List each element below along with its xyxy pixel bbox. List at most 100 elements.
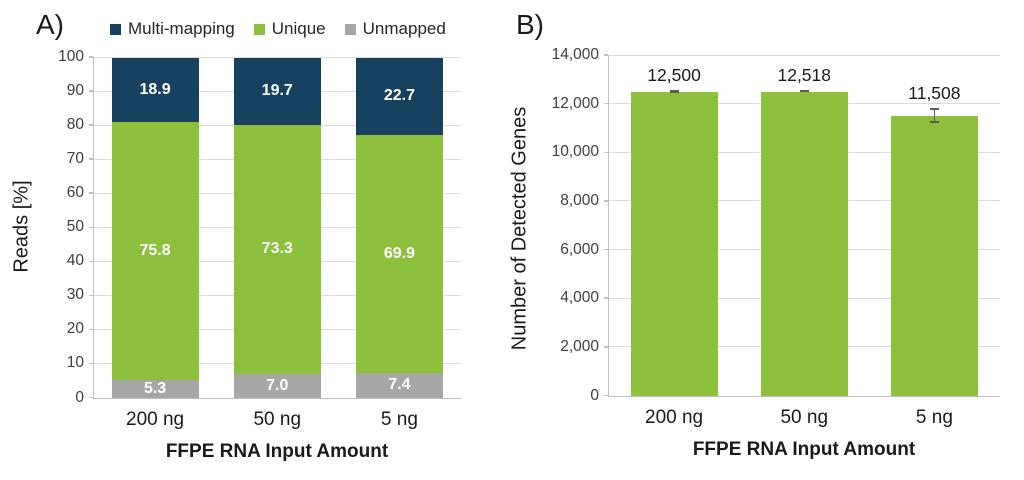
y-tick-label: 10,000: [551, 143, 599, 161]
error-bar-cap-top: [799, 89, 809, 92]
y-tick-label: 50: [66, 218, 84, 236]
y-tick-label: 70: [66, 150, 84, 168]
y-tick: [604, 394, 608, 397]
y-tick-label: 40: [66, 252, 84, 270]
y-tick-label: 80: [66, 116, 84, 134]
y-tick: [89, 362, 93, 365]
y-tick-label: 4,000: [560, 289, 599, 307]
x-tick-label: 200 ng: [126, 408, 185, 430]
panel-b: B) Number of Detected Genes 0 2,000 4,000 6…: [500, 0, 1024, 480]
x-tick-label: 50 ng: [780, 406, 829, 428]
bar-segment-multi-mapping: 18.9: [111, 57, 199, 122]
legend-label: Unmapped: [362, 19, 446, 38]
error-bar-cap-top: [669, 90, 679, 92]
bar-segment-label: 69.9: [383, 244, 415, 262]
x-tick-label: 50 ng: [253, 408, 302, 430]
legend-swatch-icon: [253, 23, 265, 35]
x-axis-title-b: FFPE RNA Input Amount: [692, 439, 916, 460]
y-tick: [604, 54, 608, 56]
y-tick-label: 8,000: [560, 191, 599, 209]
y-tick-label: 100: [58, 48, 84, 65]
legend-item-unmapped: Unmapped: [344, 19, 446, 39]
x-axis-title-a: FFPE RNA Input Amount: [165, 441, 389, 462]
y-tick: [604, 102, 608, 105]
bar-segment-label: 5.3: [143, 379, 167, 397]
bar-segment-label: 75.8: [139, 241, 171, 259]
y-tick-label: 14,000: [551, 46, 599, 63]
y-tick-label: 20: [66, 320, 84, 338]
panel-b-label: B): [516, 9, 544, 40]
y-tick: [89, 90, 93, 92]
bar-detected-genes: [760, 91, 848, 396]
error-bar: [669, 90, 679, 93]
error-bar-cap-bottom: [929, 121, 939, 123]
y-tick-label: 6,000: [560, 240, 599, 258]
error-bar-line: [933, 108, 936, 123]
y-tick: [604, 346, 608, 348]
error-bar-cap-top: [929, 108, 939, 110]
bar-segment-label: 7.4: [388, 376, 411, 394]
y-tick: [89, 226, 93, 228]
gridline: [609, 54, 1000, 56]
legend-label: Unique: [271, 19, 326, 38]
bar-segment-unmapped: 7.0: [233, 374, 321, 398]
legend-item-unique: Unique: [253, 19, 326, 39]
bar-segment-multi-mapping: 19.7: [233, 57, 321, 125]
y-tick: [89, 56, 93, 58]
bar-plot: 0 2,000 4,000 6,000 8,000 10,000 12,000 14,000 2…: [552, 46, 1000, 428]
y-tick: [89, 124, 93, 126]
y-tick: [604, 151, 608, 154]
bar-segment-label: 22.7: [383, 87, 415, 105]
y-tick: [604, 297, 608, 299]
bar-detected-genes: [890, 116, 978, 396]
bar-segment-multi-mapping: 22.7: [355, 57, 443, 135]
bar-segment-unique: 69.9: [355, 134, 443, 373]
bar-value-label: 12,518: [777, 64, 832, 85]
y-axis-title-genes: Number of Detected Genes: [508, 106, 531, 351]
y-tick: [604, 248, 608, 251]
bar-detected-genes: [630, 91, 718, 396]
y-tick: [89, 294, 93, 297]
y-tick-label: 10: [66, 354, 84, 372]
bar-segment-unmapped: 5.3: [111, 379, 199, 398]
x-tick-label: 5 ng: [380, 408, 418, 430]
legend: Multi-mapping Unique Unmapped: [110, 19, 446, 39]
x-tick-label: 200 ng: [645, 406, 704, 428]
bar-value-label: 12,500: [647, 65, 701, 86]
y-tick: [604, 200, 608, 202]
bar-segment-label: 73.3: [261, 240, 293, 258]
panel-a-label: A): [36, 9, 64, 40]
error-bar: [799, 89, 809, 93]
bar-segment-label: 19.7: [261, 82, 293, 100]
y-tick-label: 60: [66, 184, 84, 202]
y-tick: [89, 158, 93, 160]
bar-segment-unmapped: 7.4: [355, 372, 443, 398]
bar-value-label: 11,508: [908, 83, 961, 104]
gridline: [94, 56, 461, 58]
y-tick-label: 0: [75, 388, 84, 406]
y-tick-label: 30: [66, 286, 84, 304]
y-tick: [89, 328, 93, 331]
x-tick-label: 5 ng: [915, 406, 953, 428]
legend-item-multi-mapping: Multi-mapping: [110, 19, 235, 39]
y-tick-label: 12,000: [551, 94, 599, 112]
y-tick: [89, 192, 93, 194]
y-tick-label: 2,000: [560, 337, 599, 355]
bar-segment-unique: 75.8: [111, 121, 199, 380]
legend-label: Multi-mapping: [128, 19, 235, 38]
stacked-bar-plot: 0 10 20 30 40 50 60 70 80 90 100 200 ng 50 ng 5 ng 5.3…: [58, 48, 461, 430]
legend-swatch-icon: [344, 23, 356, 35]
legend-swatch-icon: [110, 23, 121, 35]
error-bar: [929, 108, 939, 123]
bar-segment-label: 7.0: [266, 377, 289, 395]
bar-segment-label: 18.9: [139, 80, 171, 98]
error-bar-cap-bottom: [669, 91, 679, 93]
bar-segment-unique: 73.3: [233, 124, 321, 375]
y-tick-label: 0: [590, 386, 599, 404]
panel-a: A) Multi-mapping Unique Unmapped Reads [%]…: [0, 0, 500, 480]
y-tick-label: 90: [66, 82, 84, 100]
y-tick: [89, 260, 93, 263]
y-tick: [89, 396, 93, 399]
error-bar-cap-bottom: [799, 90, 809, 93]
